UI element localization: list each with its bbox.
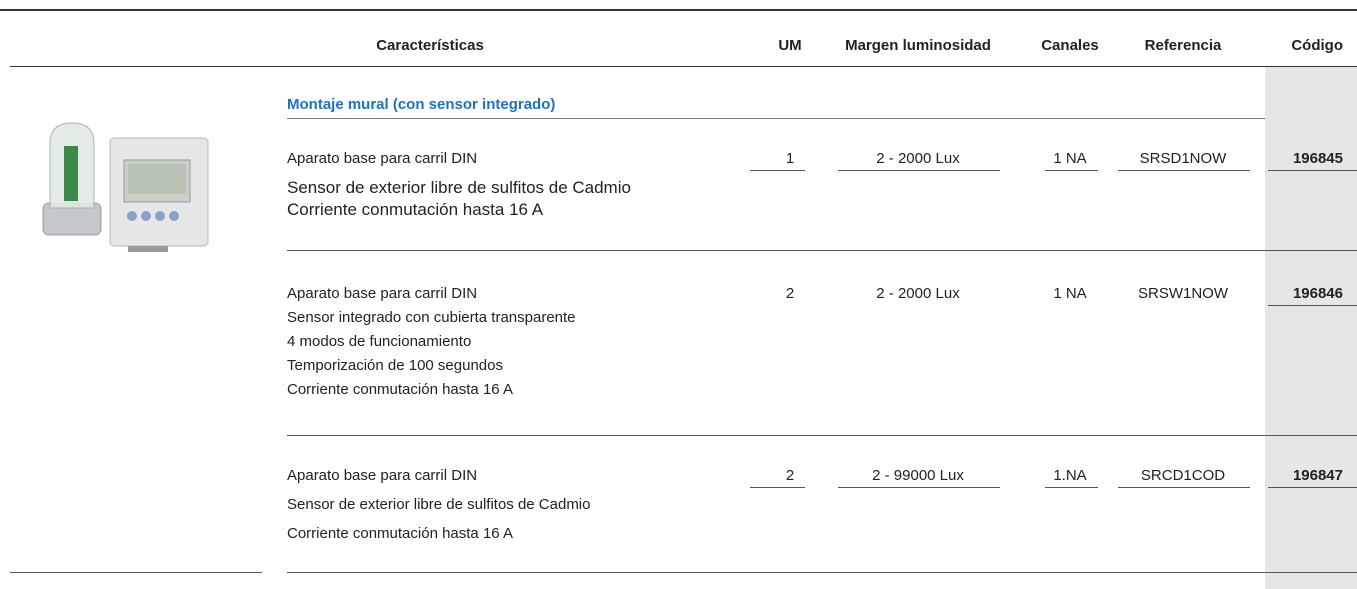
- description-line: Aparato base para carril DIN: [287, 467, 478, 484]
- value-underline: [750, 487, 805, 488]
- value-underline: [750, 170, 805, 171]
- row-separator: [287, 250, 1357, 251]
- description-line: Temporización de 100 segundos: [287, 357, 503, 374]
- column-header: Canales: [1041, 37, 1099, 54]
- value-underline: [838, 487, 1000, 488]
- reference-cell: SRSW1NOW: [1138, 285, 1228, 302]
- description-line: Sensor de exterior libre de sulfitos de …: [287, 178, 631, 197]
- um-cell: 1: [785, 150, 795, 167]
- product-image: [42, 122, 209, 252]
- value-underline: [1118, 487, 1250, 488]
- column-header: Referencia: [1144, 37, 1222, 54]
- value-underline: [1268, 305, 1357, 306]
- description-line: Sensor de exterior libre de sulfitos de …: [287, 496, 591, 513]
- um-cell: 2: [785, 285, 795, 302]
- um-cell: 2: [785, 467, 795, 484]
- value-underline: [1045, 487, 1098, 488]
- description-line: 4 modos de funcionamiento: [287, 333, 472, 350]
- top-rule: [0, 9, 1357, 11]
- description-line: Corriente conmutación hasta 16 A: [287, 381, 513, 398]
- code-column-bg: [1265, 66, 1357, 589]
- margin-cell: 2 - 2000 Lux: [876, 285, 960, 302]
- column-header: Código: [1291, 37, 1343, 54]
- row-separator: [287, 572, 1357, 573]
- section-rule: [287, 118, 1265, 119]
- column-header: UM: [778, 37, 802, 54]
- description-line: Corriente conmutación hasta 16 A: [287, 525, 513, 542]
- description-line: Corriente conmutación hasta 16 A: [287, 200, 544, 219]
- description-line: Sensor integrado con cubierta transparen…: [287, 309, 576, 326]
- code-cell: 196845: [1292, 150, 1343, 167]
- left-rule: [10, 572, 262, 573]
- channels-cell: 1 NA: [1053, 150, 1087, 167]
- section-title: Montaje mural (con sensor integrado): [287, 96, 556, 113]
- column-header: Características: [376, 37, 484, 54]
- reference-cell: SRCD1COD: [1140, 467, 1226, 484]
- channels-cell: 1 NA: [1053, 285, 1087, 302]
- value-underline: [1045, 170, 1098, 171]
- value-underline: [1268, 170, 1357, 171]
- reference-cell: SRSD1NOW: [1139, 150, 1227, 167]
- row-separator: [287, 435, 1357, 436]
- description-line: Aparato base para carril DIN: [287, 150, 478, 167]
- margin-cell: 2 - 2000 Lux: [876, 150, 960, 167]
- code-cell: 196846: [1292, 285, 1343, 302]
- description-line: Aparato base para carril DIN: [287, 285, 478, 302]
- value-underline: [838, 170, 1000, 171]
- channels-cell: 1.NA: [1053, 467, 1087, 484]
- value-underline: [1118, 170, 1250, 171]
- code-cell: 196847: [1292, 467, 1343, 484]
- value-underline: [1268, 487, 1357, 488]
- header-rule: [10, 66, 1357, 67]
- column-header: Margen luminosidad: [845, 37, 991, 54]
- margin-cell: 2 - 99000 Lux: [872, 467, 964, 484]
